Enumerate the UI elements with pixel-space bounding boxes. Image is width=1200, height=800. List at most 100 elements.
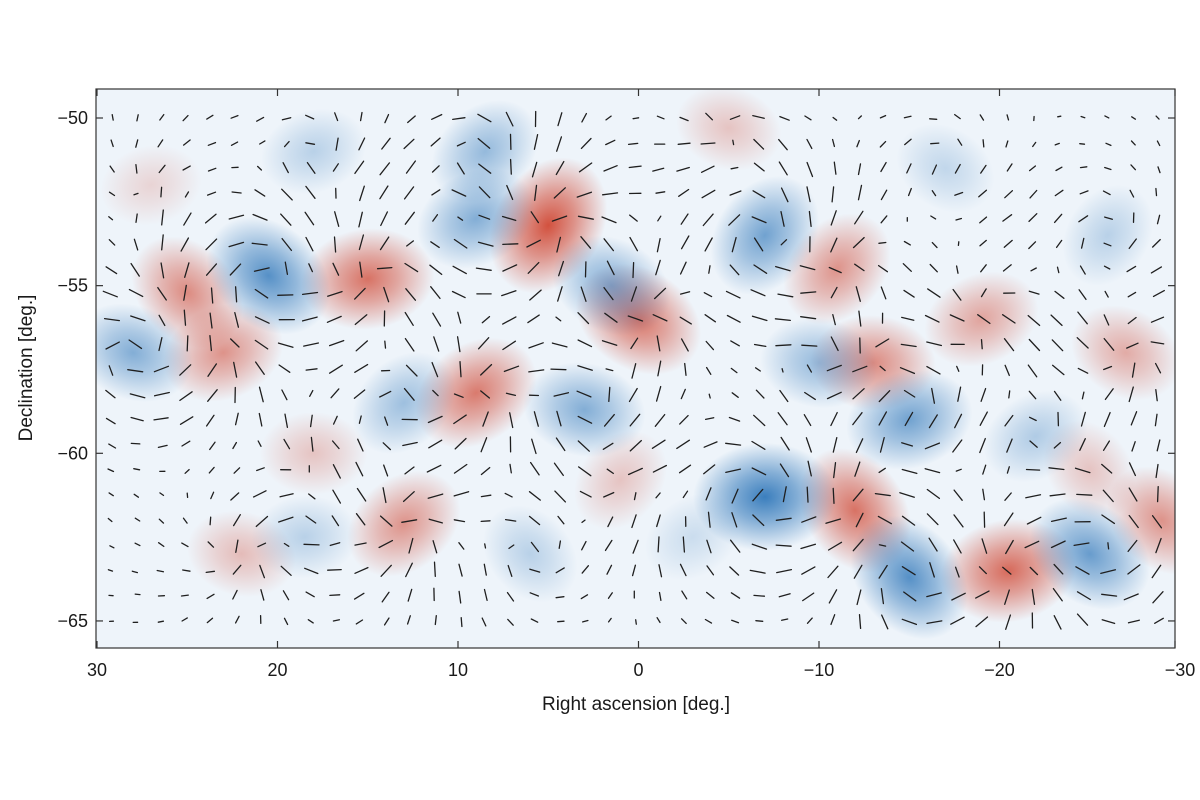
polarization-vector	[404, 262, 419, 273]
polarization-vector	[209, 441, 216, 451]
polarization-vector	[310, 436, 314, 452]
polarization-vector	[434, 615, 437, 626]
polarization-vector	[901, 618, 918, 626]
polarization-vector	[432, 312, 442, 327]
polarization-vector	[1008, 390, 1011, 399]
polarization-vector	[656, 335, 661, 352]
polarization-vector	[504, 518, 517, 522]
polarization-vector	[700, 142, 716, 145]
heatmap-blob	[431, 100, 539, 203]
polarization-vector	[481, 315, 491, 324]
polarization-vector	[1006, 114, 1010, 121]
polarization-vector	[1150, 316, 1165, 323]
polarization-vector	[1156, 439, 1161, 452]
polarization-vector	[478, 214, 491, 220]
polarization-vector	[1077, 311, 1088, 325]
polarization-vector	[901, 316, 915, 321]
polarization-vector	[356, 487, 367, 502]
polarization-vector	[880, 588, 885, 605]
polarization-vector	[1128, 386, 1134, 403]
polarization-vector	[303, 543, 320, 546]
polarization-vector	[655, 191, 666, 194]
polarization-vector	[832, 116, 838, 121]
polarization-vector	[879, 365, 886, 372]
polarization-vector	[527, 261, 540, 274]
polarization-vector	[1025, 494, 1042, 499]
polarization-vector	[1002, 566, 1012, 575]
polarization-vector	[875, 338, 890, 348]
polarization-vector	[830, 237, 838, 253]
polarization-vector	[776, 568, 793, 574]
polarization-vector	[929, 118, 938, 120]
polarization-vector	[631, 514, 637, 529]
polarization-vector	[753, 162, 765, 172]
polarization-vector	[505, 392, 517, 397]
polarization-vector	[280, 565, 292, 576]
polarization-vector	[332, 262, 340, 276]
polarization-vector	[1054, 142, 1060, 146]
polarization-vector	[901, 468, 918, 475]
polarization-vector	[581, 540, 587, 551]
polarization-vector	[604, 312, 618, 323]
polarization-vector	[853, 564, 863, 579]
polarization-vector	[827, 565, 839, 579]
polarization-vector	[107, 569, 114, 572]
polarization-vector	[502, 264, 518, 272]
polarization-vector	[601, 340, 618, 346]
polarization-vector	[577, 466, 592, 477]
polarization-vector	[658, 564, 663, 578]
polarization-vector	[507, 618, 514, 626]
polarization-vector	[158, 164, 166, 174]
polarization-vector	[156, 569, 165, 573]
polarization-vector	[955, 265, 959, 274]
polarization-vector	[728, 416, 741, 422]
polarization-vector	[129, 393, 146, 399]
polarization-vector	[451, 189, 467, 197]
polarization-vector	[830, 411, 838, 427]
polarization-vector	[433, 336, 440, 352]
heatmap-blob	[676, 89, 782, 171]
polarization-vector	[181, 440, 191, 447]
polarization-vector	[109, 165, 115, 173]
polarization-vector	[879, 436, 885, 453]
polarization-vector	[577, 339, 593, 348]
polarization-vector	[210, 287, 214, 304]
polarization-vector	[358, 137, 366, 151]
polarization-vector	[1053, 390, 1062, 401]
polarization-vector	[1074, 467, 1091, 474]
polarization-vector	[283, 438, 291, 450]
polarization-vector	[1053, 563, 1064, 575]
polarization-vector	[181, 542, 189, 548]
polarization-vector	[528, 369, 545, 373]
polarization-vector	[1075, 566, 1090, 575]
polarization-vector	[706, 539, 712, 554]
polarization-vector	[874, 492, 891, 497]
polarization-vector	[755, 389, 765, 399]
polarization-vector	[1073, 542, 1090, 547]
polarization-vector	[1079, 265, 1086, 275]
polarization-vector	[135, 139, 139, 148]
polarization-vector	[232, 514, 241, 527]
polarization-vector	[306, 161, 316, 174]
polarization-vector	[632, 539, 639, 554]
polarization-vector	[629, 413, 641, 427]
polarization-vector	[553, 392, 570, 397]
polarization-vector	[1105, 142, 1112, 147]
polarization-vector	[379, 390, 392, 398]
polarization-vector	[159, 492, 165, 497]
polarization-vector	[332, 415, 338, 425]
polarization-vector	[801, 516, 817, 523]
polarization-vector	[108, 443, 117, 449]
polarization-vector	[854, 263, 865, 272]
polarization-vector	[982, 488, 986, 501]
polarization-vector	[206, 593, 215, 600]
polarization-vector	[581, 112, 588, 123]
polarization-vector	[700, 165, 715, 173]
polarization-vector	[954, 113, 961, 120]
polarization-vector	[128, 288, 144, 298]
polarization-vector	[608, 386, 611, 403]
polarization-vector	[404, 311, 414, 326]
polarization-vector	[1103, 411, 1111, 428]
polarization-vector	[480, 437, 488, 453]
polarization-vector	[676, 166, 690, 172]
